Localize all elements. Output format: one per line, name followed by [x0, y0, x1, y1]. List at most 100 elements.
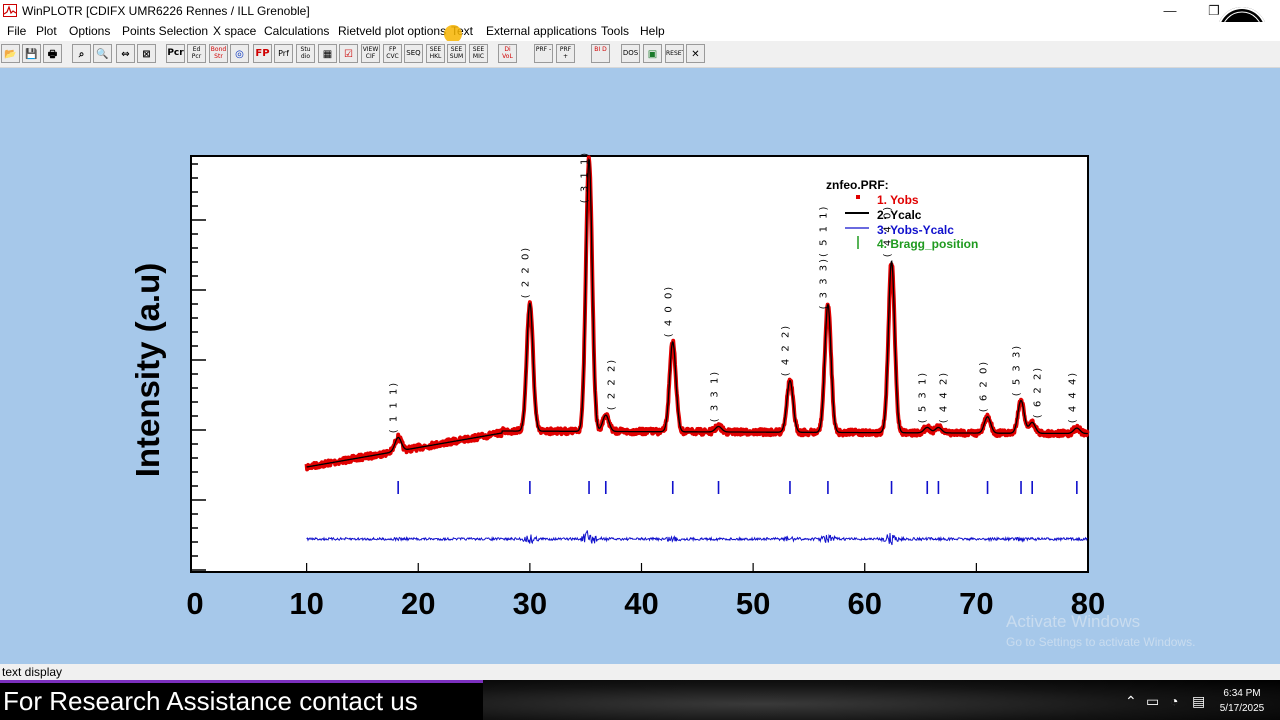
x-tick-label: 30	[512, 586, 548, 621]
peak-label: ( 3 3 1)	[709, 369, 721, 422]
menu-external-applications[interactable]: External applications	[486, 24, 597, 38]
window-title: WinPLOTR [CDIFX UMR6226 Rennes / ILL Gre…	[22, 4, 310, 18]
title-bar: WinPLOTR [CDIFX UMR6226 Rennes / ILL Gre…	[0, 0, 1280, 22]
ycalc-series	[306, 157, 1088, 468]
peak-label: ( 5 3 1)	[917, 370, 929, 423]
zoom-page-icon[interactable]: ⌕	[72, 44, 91, 63]
peak-label: ( 2 2 2)	[606, 358, 618, 411]
notification-icon[interactable]: ▤	[1192, 693, 1206, 709]
table-icon[interactable]: ▦	[318, 44, 337, 63]
bid-button[interactable]: BI D	[591, 44, 610, 63]
plot-frame	[190, 155, 1089, 573]
dos-button[interactable]: DOS	[621, 44, 640, 63]
peak-label: ( 3 1 1)	[579, 150, 591, 204]
fp-cvc-button[interactable]: FP CVC	[383, 44, 402, 63]
x-tick-label: 10	[289, 586, 324, 621]
fit-window-icon[interactable]: ⊠	[137, 44, 156, 63]
menu-points-selection[interactable]: Points Selection	[122, 24, 209, 38]
research-banner-text: For Research Assistance contact us	[3, 686, 418, 716]
open-icon[interactable]: 📂	[1, 44, 20, 63]
x-tick-label: 0	[186, 586, 204, 621]
peak-label: ( 4 2 2)	[780, 323, 792, 376]
menu-calculations[interactable]: Calculations	[264, 24, 330, 38]
view-cif-button[interactable]: VIEW CIF	[361, 44, 380, 63]
edit-pcr-button[interactable]: Ed Pcr	[187, 44, 206, 63]
x-tick-label: 70	[959, 586, 994, 621]
menu-help[interactable]: Help	[640, 24, 665, 38]
x-tick-label: 50	[735, 586, 771, 621]
peak-label: ( 3 3 3)( 5 1 1)	[818, 204, 830, 310]
see-mic-button[interactable]: SEE MIC	[469, 44, 488, 63]
peak-label: ( 2 2 0)	[520, 246, 532, 299]
prf-button[interactable]: Prf	[274, 44, 293, 63]
legend-entry-bragg: 4. Bragg_position	[877, 237, 979, 251]
see-sum-button[interactable]: SEE SUM	[447, 44, 466, 63]
legend-markers	[845, 195, 869, 249]
see-hkl-button[interactable]: SEE HKL	[426, 44, 445, 63]
x-tick-label: 20	[401, 586, 436, 621]
peak-label: ( 6 2 0)	[978, 359, 990, 413]
legend-entry-yobs: 1. Yobs	[877, 193, 919, 207]
peak-label: ( 4 4 4)	[1067, 371, 1079, 424]
prf-minus-button[interactable]: PRF -	[534, 44, 553, 63]
restore-button[interactable]: ❐	[1208, 3, 1220, 18]
y-axis-ticks	[192, 163, 206, 571]
research-banner	[0, 680, 483, 720]
prf-plus-button[interactable]: PRF +	[556, 44, 575, 63]
menu-tools[interactable]: Tools	[601, 24, 630, 38]
x-tick-label: 80	[1070, 586, 1106, 621]
clock-date: 5/17/2025	[1219, 703, 1265, 714]
picture-icon[interactable]: ▣	[643, 44, 662, 63]
chevron-up-icon[interactable]: ⌃	[1125, 693, 1137, 709]
check-icon[interactable]: ☑	[339, 44, 358, 63]
legend-entry-diff: 3. Yobs-Ycalc	[877, 223, 954, 237]
close-icon[interactable]: ✕	[686, 44, 705, 63]
fp-button[interactable]: FP	[253, 44, 272, 63]
peak-label: ( 4 4 2)	[938, 370, 950, 423]
peak-label: ( 5 3 3)	[1011, 343, 1023, 397]
activation-watermark-title: Activate Windows	[1006, 612, 1141, 631]
ycalc-line	[306, 157, 1088, 468]
wifi-icon[interactable]: ◔	[1170, 693, 1179, 709]
zoom-in-icon[interactable]: 🔍	[93, 44, 112, 63]
winplotr-app-icon	[3, 4, 17, 17]
bragg-positions	[397, 481, 1078, 494]
print-icon[interactable]: 🖶	[43, 44, 62, 63]
difference-line	[306, 530, 1088, 546]
minimize-button[interactable]: —	[1163, 3, 1177, 18]
taskbar	[483, 680, 1280, 720]
taskbar-clock[interactable]: 6:34 PM 5/17/2025	[1210, 686, 1274, 716]
globe-icon[interactable]: ◎	[230, 44, 249, 63]
pan-x-icon[interactable]: ⇔	[116, 44, 135, 63]
pcr-button[interactable]: Pcr	[166, 44, 185, 63]
legend-marker-yobs	[856, 195, 860, 199]
legend-title: znfeo.PRF:	[826, 178, 889, 192]
bond-str-button[interactable]: Bond Str	[209, 44, 228, 63]
difference-series	[306, 530, 1088, 546]
menu-options[interactable]: Options	[69, 24, 111, 38]
peak-label: ( 6 2 2)	[1032, 365, 1044, 418]
menu-bar: File Plot Options Points Selection X spa…	[0, 22, 1280, 41]
status-bar	[0, 664, 1280, 680]
menu-rietveld-plot-options[interactable]: Rietveld plot options	[338, 24, 447, 38]
seq-button[interactable]: SEQ	[404, 44, 423, 63]
x-tick-label: 40	[624, 586, 659, 621]
clock-time: 6:34 PM	[1223, 688, 1261, 699]
divol-button[interactable]: Di VoL	[498, 44, 517, 63]
battery-icon[interactable]: ▭	[1146, 693, 1160, 709]
menu-x-space[interactable]: X space	[213, 24, 257, 38]
x-axis-ticks	[306, 563, 1089, 571]
y-axis-label: Intensity (a.u)	[129, 262, 166, 478]
peak-label: ( 4 0 0)	[663, 284, 675, 338]
reset-button[interactable]: RESET	[665, 44, 684, 63]
legend-entry-ycalc: 2. Ycalc	[877, 208, 922, 222]
save-icon[interactable]: 💾	[22, 44, 41, 63]
status-text: text display	[2, 665, 63, 679]
toolbar: 📂 💾 🖶 ⌕ 🔍 ⇔ ⊠ Pcr Ed Pcr Bond Str ◎ FP P…	[0, 41, 1280, 68]
peak-label: ( 1 1 1)	[388, 380, 400, 433]
menu-plot[interactable]: Plot	[36, 24, 57, 38]
x-tick-label: 60	[847, 586, 882, 621]
studio-button[interactable]: Stu dio	[296, 44, 315, 63]
menu-file[interactable]: File	[7, 24, 27, 38]
activation-watermark-text: Go to Settings to activate Windows.	[1006, 635, 1196, 649]
